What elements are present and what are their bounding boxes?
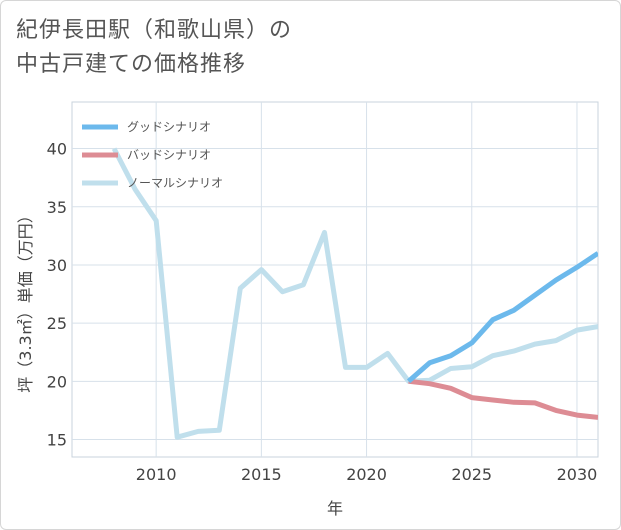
chart-title-line-2: 中古戸建ての価格推移: [16, 52, 247, 77]
x-axis-title: 年: [327, 499, 343, 518]
legend-label-1: バッドシナリオ: [127, 148, 211, 162]
y-tick-label: 15: [47, 431, 67, 450]
y-tick-label: 35: [47, 198, 67, 217]
series-group: [111, 147, 598, 440]
chart-title-line-1: 紀伊長田駅（和歌山県）の: [16, 18, 293, 43]
x-tick-label: 2030: [557, 465, 598, 484]
y-axis-title: 坪（3.3㎡）単価（万円）: [16, 207, 35, 392]
y-tick-label: 30: [47, 256, 67, 275]
y-tick-label: 20: [47, 372, 67, 391]
x-tick-label: 2020: [346, 465, 387, 484]
legend-label-0: グッドシナリオ: [127, 120, 211, 134]
x-tick-label: 2015: [241, 465, 282, 484]
series-line-2: [111, 147, 598, 440]
legend-label-2: ノーマルシナリオ: [127, 176, 223, 190]
series-line-0: [406, 251, 598, 384]
x-tick-label: 2025: [451, 465, 492, 484]
chart-title: 紀伊長田駅（和歌山県）の 中古戸建ての価格推移: [16, 14, 536, 82]
y-tick-label: 25: [47, 314, 67, 333]
series-line-1: [408, 378, 598, 420]
x-tick-label: 2010: [136, 465, 177, 484]
y-tick-label: 40: [47, 140, 67, 159]
